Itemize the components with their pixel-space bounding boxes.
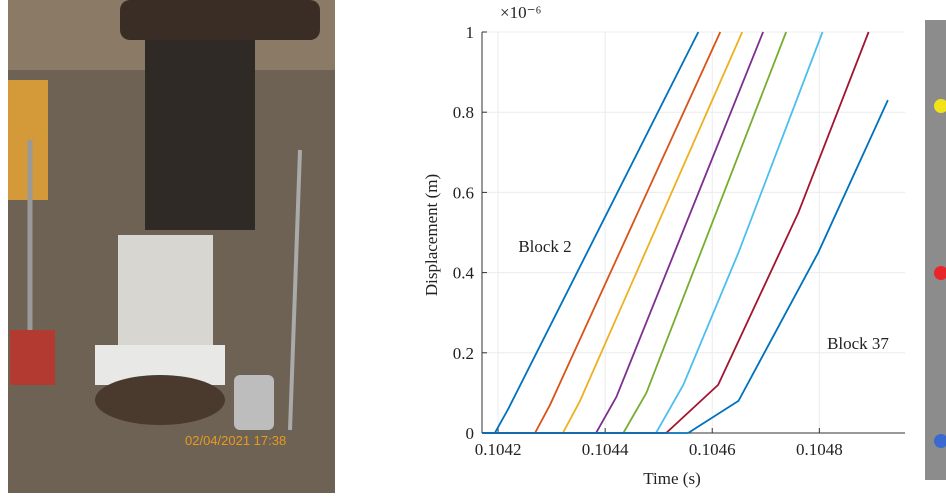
series-line: [482, 31, 824, 434]
y-axis-label: Displacement (m): [422, 174, 441, 296]
y-tick-label: 1: [466, 23, 475, 42]
side-image: [925, 20, 946, 480]
x-tick-label: 0.1046: [689, 440, 736, 459]
photo: 02/04/2021 17:38: [8, 0, 335, 493]
x-tick-label: 0.1042: [475, 440, 522, 459]
y-multiplier: ×10⁻⁶: [500, 3, 542, 22]
series-line: [482, 31, 787, 434]
annotation: Block 37: [827, 334, 889, 353]
series-line: [482, 99, 889, 434]
y-tick-label: 0.6: [453, 183, 474, 202]
annotation: Block 2: [518, 237, 571, 256]
series-line: [482, 31, 870, 434]
x-axis-label: Time (s): [643, 469, 700, 488]
y-tick-label: 0.8: [453, 103, 474, 122]
photo-timestamp: 02/04/2021 17:38: [185, 433, 286, 448]
series-line: [482, 31, 722, 434]
x-tick-label: 0.1048: [796, 440, 843, 459]
y-tick-label: 0: [466, 424, 475, 443]
series-line: [482, 31, 764, 434]
y-tick-label: 0.4: [453, 264, 475, 283]
series-line: [482, 31, 700, 434]
y-tick-label: 0.2: [453, 344, 474, 363]
series-line: [482, 31, 744, 434]
x-tick-label: 0.1044: [582, 440, 629, 459]
